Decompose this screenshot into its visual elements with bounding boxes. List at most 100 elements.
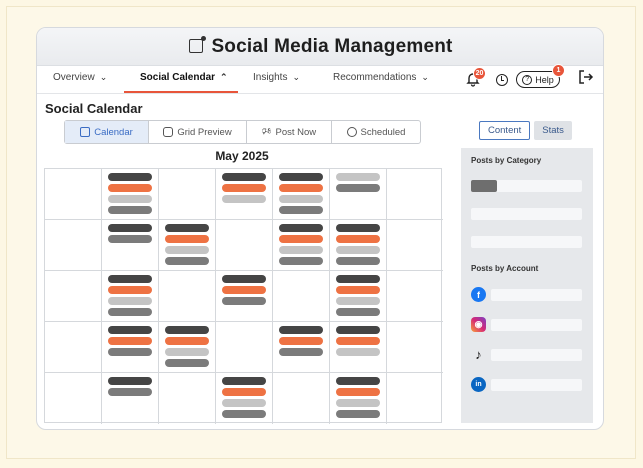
scheduled-post-pill[interactable] bbox=[222, 173, 266, 181]
calendar-day-cell[interactable] bbox=[102, 322, 159, 373]
scheduled-post-pill[interactable] bbox=[279, 257, 323, 265]
scheduled-post-pill[interactable] bbox=[336, 173, 380, 181]
calendar-day-cell[interactable] bbox=[273, 322, 330, 373]
tab-content[interactable]: Content bbox=[479, 121, 531, 140]
scheduled-post-pill[interactable] bbox=[108, 184, 152, 192]
calendar-day-cell[interactable] bbox=[273, 220, 330, 271]
scheduled-post-pill[interactable] bbox=[336, 275, 380, 283]
scheduled-post-pill[interactable] bbox=[336, 308, 380, 316]
scheduled-post-pill[interactable] bbox=[108, 275, 152, 283]
scheduled-post-pill[interactable] bbox=[336, 326, 380, 334]
tab-grid-preview[interactable]: Grid Preview bbox=[149, 121, 247, 143]
calendar-day-cell[interactable] bbox=[273, 373, 330, 424]
tab-post-now[interactable]: 🕫 Post Now bbox=[247, 121, 332, 143]
calendar-day-cell[interactable] bbox=[159, 271, 216, 322]
scheduled-post-pill[interactable] bbox=[222, 388, 266, 396]
scheduled-post-pill[interactable] bbox=[108, 308, 152, 316]
help-button[interactable]: ? Help 1 bbox=[516, 64, 565, 88]
scheduled-post-pill[interactable] bbox=[336, 399, 380, 407]
scheduled-post-pill[interactable] bbox=[222, 377, 266, 385]
scheduled-post-pill[interactable] bbox=[336, 235, 380, 243]
scheduled-post-pill[interactable] bbox=[279, 224, 323, 232]
scheduled-post-pill[interactable] bbox=[165, 235, 209, 243]
scheduled-post-pill[interactable] bbox=[336, 410, 380, 418]
scheduled-post-pill[interactable] bbox=[222, 195, 266, 203]
calendar-day-cell[interactable] bbox=[216, 169, 273, 220]
calendar-day-cell[interactable] bbox=[216, 373, 273, 424]
calendar-day-cell[interactable] bbox=[387, 322, 443, 373]
nav-overview[interactable]: Overview ⌄ bbox=[53, 72, 107, 83]
scheduled-post-pill[interactable] bbox=[108, 235, 152, 243]
scheduled-post-pill[interactable] bbox=[336, 246, 380, 254]
scheduled-post-pill[interactable] bbox=[222, 410, 266, 418]
scheduled-post-pill[interactable] bbox=[279, 235, 323, 243]
scheduled-post-pill[interactable] bbox=[108, 286, 152, 294]
scheduled-post-pill[interactable] bbox=[108, 297, 152, 305]
calendar-day-cell[interactable] bbox=[102, 220, 159, 271]
scheduled-post-pill[interactable] bbox=[222, 297, 266, 305]
history-clock-icon[interactable] bbox=[496, 74, 508, 86]
scheduled-post-pill[interactable] bbox=[279, 348, 323, 356]
scheduled-post-pill[interactable] bbox=[336, 297, 380, 305]
calendar-day-cell[interactable] bbox=[216, 271, 273, 322]
scheduled-post-pill[interactable] bbox=[108, 337, 152, 345]
calendar-day-cell[interactable] bbox=[273, 169, 330, 220]
scheduled-post-pill[interactable] bbox=[108, 388, 152, 396]
scheduled-post-pill[interactable] bbox=[108, 173, 152, 181]
tab-calendar[interactable]: Calendar bbox=[65, 121, 149, 143]
scheduled-post-pill[interactable] bbox=[279, 246, 323, 254]
scheduled-post-pill[interactable] bbox=[108, 326, 152, 334]
scheduled-post-pill[interactable] bbox=[279, 326, 323, 334]
scheduled-post-pill[interactable] bbox=[222, 275, 266, 283]
logout-icon[interactable] bbox=[578, 69, 594, 85]
calendar-day-cell[interactable] bbox=[102, 373, 159, 424]
calendar-day-cell[interactable] bbox=[159, 373, 216, 424]
scheduled-post-pill[interactable] bbox=[108, 206, 152, 214]
nav-insights[interactable]: Insights ⌄ bbox=[253, 72, 300, 83]
calendar-day-cell[interactable] bbox=[45, 169, 102, 220]
calendar-day-cell[interactable] bbox=[387, 169, 443, 220]
scheduled-post-pill[interactable] bbox=[336, 257, 380, 265]
calendar-day-cell[interactable] bbox=[330, 373, 387, 424]
scheduled-post-pill[interactable] bbox=[222, 286, 266, 294]
calendar-day-cell[interactable] bbox=[387, 373, 443, 424]
scheduled-post-pill[interactable] bbox=[336, 286, 380, 294]
scheduled-post-pill[interactable] bbox=[165, 246, 209, 254]
calendar-day-cell[interactable] bbox=[45, 271, 102, 322]
scheduled-post-pill[interactable] bbox=[336, 337, 380, 345]
scheduled-post-pill[interactable] bbox=[108, 377, 152, 385]
scheduled-post-pill[interactable] bbox=[336, 348, 380, 356]
calendar-day-cell[interactable] bbox=[102, 271, 159, 322]
scheduled-post-pill[interactable] bbox=[108, 224, 152, 232]
scheduled-post-pill[interactable] bbox=[279, 173, 323, 181]
calendar-day-cell[interactable] bbox=[45, 220, 102, 271]
scheduled-post-pill[interactable] bbox=[336, 224, 380, 232]
scheduled-post-pill[interactable] bbox=[165, 326, 209, 334]
scheduled-post-pill[interactable] bbox=[336, 388, 380, 396]
calendar-day-cell[interactable] bbox=[330, 271, 387, 322]
calendar-day-cell[interactable] bbox=[387, 220, 443, 271]
scheduled-post-pill[interactable] bbox=[165, 257, 209, 265]
calendar-day-cell[interactable] bbox=[216, 220, 273, 271]
scheduled-post-pill[interactable] bbox=[222, 184, 266, 192]
calendar-day-cell[interactable] bbox=[159, 322, 216, 373]
calendar-day-cell[interactable] bbox=[159, 220, 216, 271]
calendar-day-cell[interactable] bbox=[45, 322, 102, 373]
scheduled-post-pill[interactable] bbox=[279, 184, 323, 192]
scheduled-post-pill[interactable] bbox=[279, 337, 323, 345]
scheduled-post-pill[interactable] bbox=[165, 337, 209, 345]
tab-stats[interactable]: Stats bbox=[534, 121, 572, 140]
nav-recommendations[interactable]: Recommendations ⌄ bbox=[333, 72, 429, 83]
scheduled-post-pill[interactable] bbox=[108, 195, 152, 203]
nav-social-calendar[interactable]: Social Calendar ⌃ bbox=[140, 72, 228, 83]
calendar-day-cell[interactable] bbox=[159, 169, 216, 220]
calendar-day-cell[interactable] bbox=[216, 322, 273, 373]
calendar-day-cell[interactable] bbox=[330, 169, 387, 220]
notifications-button[interactable]: 20 bbox=[465, 67, 486, 87]
calendar-day-cell[interactable] bbox=[102, 169, 159, 220]
scheduled-post-pill[interactable] bbox=[279, 206, 323, 214]
calendar-day-cell[interactable] bbox=[330, 220, 387, 271]
calendar-day-cell[interactable] bbox=[387, 271, 443, 322]
calendar-day-cell[interactable] bbox=[273, 271, 330, 322]
scheduled-post-pill[interactable] bbox=[108, 348, 152, 356]
